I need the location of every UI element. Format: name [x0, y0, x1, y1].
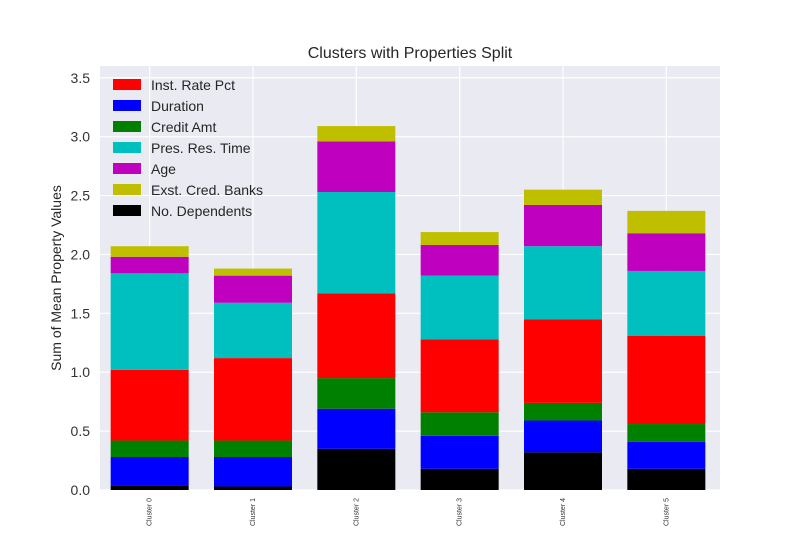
bar-segment-inst-rate-pct [420, 339, 499, 413]
legend-swatch [113, 100, 141, 111]
bar-segment-inst-rate-pct [214, 358, 292, 441]
chart-title: Clusters with Properties Split [308, 45, 513, 62]
bar-segment-no-dependents [627, 468, 706, 490]
bar-segment-credit-amt [627, 424, 706, 442]
x-tick-label: Cluster 2 [353, 498, 360, 526]
bar-segment-pres-res-time [110, 273, 189, 370]
bar-segment-no-dependents [110, 485, 189, 490]
x-tick-label: Cluster 5 [663, 498, 670, 526]
y-tick-label: 2.0 [71, 246, 91, 262]
bar-segment-inst-rate-pct [110, 369, 189, 441]
bar-segment-pres-res-time [524, 246, 602, 320]
legend-swatch [113, 184, 141, 195]
y-tick-labels: 0.0 0.5 1.0 1.5 2.0 2.5 3.0 3.5 [71, 70, 91, 498]
legend-label: Age [151, 161, 176, 177]
y-tick-label: 2.5 [71, 188, 91, 204]
bar-segment-no-dependents [420, 468, 499, 490]
bar-segment-credit-amt [317, 378, 396, 409]
bar-segment-duration [627, 441, 706, 469]
bar-segment-exst-cred-banks [420, 232, 499, 246]
bar-segment-age [317, 141, 396, 193]
bar-segment-no-dependents [317, 448, 396, 490]
x-tick-label: Cluster 4 [560, 498, 567, 526]
bar-segment-credit-amt [214, 440, 292, 458]
legend-swatch [113, 163, 141, 174]
bar-segment-exst-cred-banks [627, 210, 706, 234]
y-tick-label: 3.0 [71, 129, 91, 145]
y-tick-label: 1.0 [71, 364, 91, 380]
bar-segment-exst-cred-banks [214, 268, 292, 276]
legend-label: No. Dependents [151, 203, 252, 219]
bar-segment-age [627, 233, 706, 271]
bar-segment-duration [110, 457, 189, 486]
y-tick-label: 1.5 [71, 305, 91, 321]
bar-segment-inst-rate-pct [317, 293, 396, 379]
x-tick-label: Cluster 1 [250, 498, 257, 526]
bar-segment-pres-res-time [214, 302, 292, 359]
legend-label: Inst. Rate Pct [151, 77, 235, 93]
bar-segment-exst-cred-banks [110, 246, 189, 257]
bar-segment-age [420, 245, 499, 276]
bar-segment-no-dependents [214, 486, 292, 490]
bar-segment-age [214, 275, 292, 303]
bar-segment-inst-rate-pct [627, 335, 706, 425]
legend-label: Pres. Res. Time [151, 140, 251, 156]
bars [110, 126, 706, 490]
y-tick-label: 0.5 [71, 423, 91, 439]
legend-label: Credit Amt [151, 119, 216, 135]
bar-segment-age [110, 256, 189, 274]
y-tick-label: 0.0 [71, 482, 91, 498]
bar-segment-age [524, 204, 602, 247]
bar-segment-duration [317, 408, 396, 449]
x-tick-labels: Cluster 0 Cluster 1 Cluster 2 Cluster 3 Clus… [147, 498, 671, 526]
x-tick-label: Cluster 3 [457, 498, 464, 526]
bar-segment-exst-cred-banks [317, 126, 396, 142]
bar-segment-pres-res-time [317, 192, 396, 294]
bar-segment-credit-amt [420, 412, 499, 436]
x-tick-label: Cluster 0 [147, 498, 154, 526]
legend-swatch [113, 121, 141, 132]
legend: Inst. Rate Pct Duration Credit Amt Pres. Re… [113, 77, 263, 219]
bar-segment-pres-res-time [627, 270, 706, 336]
legend-swatch [113, 142, 141, 153]
bar-segment-duration [524, 420, 602, 453]
bar-segment-exst-cred-banks [524, 189, 602, 205]
legend-swatch [113, 79, 141, 90]
y-axis-label: Sum of Mean Property Values [48, 185, 64, 371]
legend-label: Duration [151, 98, 204, 114]
y-tick-label: 3.5 [71, 70, 91, 86]
bar-segment-pres-res-time [420, 275, 499, 340]
bar-segment-credit-amt [524, 402, 602, 421]
bar-segment-credit-amt [110, 440, 189, 458]
bar-segment-inst-rate-pct [524, 319, 602, 403]
bar-segment-duration [420, 435, 499, 469]
legend-label: Exst. Cred. Banks [151, 182, 263, 198]
bar-segment-duration [214, 457, 292, 487]
legend-swatch [113, 205, 141, 216]
bar-segment-no-dependents [524, 452, 602, 490]
